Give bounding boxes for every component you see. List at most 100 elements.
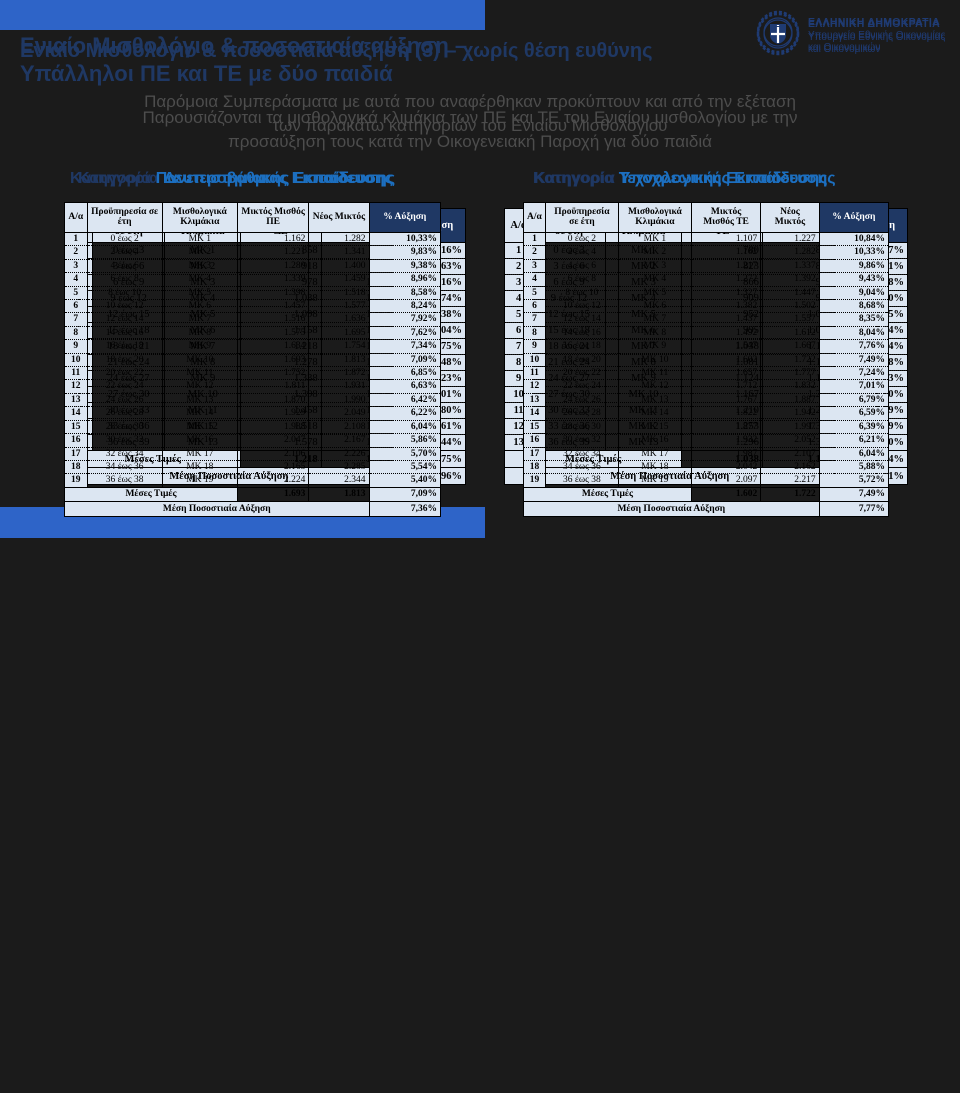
cell: 6,21% <box>818 433 890 448</box>
cell: 20 έως 22 <box>544 366 619 381</box>
cell: 18 <box>523 460 546 475</box>
mean-label: Μέση Ποσοστιαία Αύξηση <box>523 501 820 516</box>
cell: 1.217 <box>690 259 762 274</box>
cell: ΜΚ 1 <box>161 232 238 247</box>
cell: 5,40% <box>368 473 442 488</box>
cell: 5,54% <box>368 460 442 475</box>
cell: ΜΚ 11 <box>617 366 692 381</box>
subtitle: Παρουσιάζονται τα μισθολογικά κλιμάκια τ… <box>142 107 798 127</box>
data-row: 12 22 έως 24 ΜΚ 12 1.811 1.931 6,63% <box>64 379 442 394</box>
cell: 8 έως 10 <box>544 286 619 301</box>
cell: 5,86% <box>368 433 442 448</box>
cell: ΜΚ 15 <box>161 420 238 435</box>
cell: 15 <box>64 420 88 435</box>
cell: 1.636 <box>308 312 370 327</box>
data-row: 8 14 έως 16 ΜΚ 8 1.575 1.695 7,62% <box>64 326 442 341</box>
cell: 1.767 <box>690 393 762 408</box>
cell: 20 έως 22 <box>86 366 163 381</box>
cell: 17 <box>523 447 546 461</box>
cell: 32 έως 34 <box>86 447 163 461</box>
cell: 1.339 <box>236 272 310 287</box>
cell: ΜΚ 7 <box>617 312 692 327</box>
cell: 1.811 <box>236 379 310 394</box>
average-value: 7,09% <box>368 486 442 503</box>
cell: 6,04% <box>368 420 442 435</box>
org-name: ΕΛΛΗΝΙΚΗ ΔΗΜΟΚΡΑΤΙΑ <box>808 18 940 30</box>
cell: ΜΚ 18 <box>617 460 692 475</box>
cell: 8 <box>64 326 88 341</box>
cell: 2.224 <box>236 473 310 488</box>
cell: 36 έως 38 <box>86 473 163 488</box>
cell: ΜΚ 5 <box>161 286 238 301</box>
data-row: 17 32 έως 34 ΜΚ 17 1.987 2.107 6,04% <box>523 447 890 461</box>
cell: ΜΚ 18 <box>161 460 238 475</box>
data-row: 9 16 έως 18 ΜΚ 9 1.547 1.667 7,76% <box>523 339 890 354</box>
data-row: 18 34 έως 36 ΜΚ 18 2.165 2.285 5,54% <box>64 460 442 475</box>
caption-highlight: Πανεπιστημιακής Εκπαίδευσης <box>155 170 396 187</box>
cell: 16 <box>523 433 546 448</box>
cell: ΜΚ 14 <box>161 406 238 421</box>
cell: 1.754 <box>308 339 370 354</box>
cell: 2 <box>64 245 88 260</box>
data-row: 17 32 έως 34 ΜΚ 17 2.106 2.226 5,70% <box>64 447 442 461</box>
cell: 1.547 <box>690 339 762 354</box>
average-value: 1.602 <box>690 486 762 503</box>
data-row: 13 24 έως 26 ΜΚ 13 1.870 1.990 6,42% <box>64 393 442 408</box>
subtitle: των παρακάτω κατηγοριών του Ενιαίου Μισθ… <box>272 115 668 135</box>
cell: 2.052 <box>760 433 820 448</box>
data-row: 8 14 έως 16 ΜΚ 8 1.492 1.612 8,04% <box>523 326 890 341</box>
header-cell: Μικτός Μισθός ΤΕ <box>690 202 762 233</box>
cell: 6 έως 8 <box>86 272 163 287</box>
emblem-cross <box>771 27 785 43</box>
cell: ΜΚ 2 <box>617 245 692 260</box>
cell: 1.602 <box>690 353 762 368</box>
cell: 16 <box>64 433 88 448</box>
cell: 30 έως 32 <box>86 433 163 448</box>
data-row: 16 30 έως 32 ΜΚ 16 1.932 2.052 6,21% <box>523 433 890 448</box>
cell: 4 έως 6 <box>86 259 163 274</box>
cell: 24 έως 26 <box>86 393 163 408</box>
cell: 1.221 <box>236 245 310 260</box>
cell: 1.327 <box>690 286 762 301</box>
cell: 30 έως 32 <box>544 433 619 448</box>
cell: 14 έως 16 <box>86 326 163 341</box>
cell: 1.227 <box>760 232 820 247</box>
cell: 6,85% <box>368 366 442 381</box>
cell: 1.341 <box>308 245 370 260</box>
header-cell: Α/α <box>64 202 88 233</box>
cell: ΜΚ 9 <box>617 339 692 354</box>
cell: 1.990 <box>308 393 370 408</box>
cell: ΜΚ 4 <box>161 272 238 287</box>
cell: 34 έως 36 <box>86 460 163 475</box>
data-row: 16 30 έως 32 ΜΚ 16 2.047 2.167 5,86% <box>64 433 442 448</box>
cell: 8,58% <box>368 286 442 301</box>
cell: 10,84% <box>818 232 890 247</box>
cell: 2 <box>523 245 546 260</box>
cell: 1.712 <box>690 379 762 394</box>
cell: 12 <box>64 379 88 394</box>
cell: 7,76% <box>818 339 890 354</box>
data-row: 7 12 έως 14 ΜΚ 7 1.516 1.636 7,92% <box>64 312 442 327</box>
cell: 1.822 <box>690 406 762 421</box>
cell: 1.693 <box>236 353 310 368</box>
cell: 10 <box>64 353 88 368</box>
emblem <box>756 12 800 56</box>
data-row: 10 18 έως 20 ΜΚ 10 1.693 1.813 7,09% <box>64 353 442 368</box>
cell: 22 έως 24 <box>544 379 619 394</box>
cell: 14 <box>523 406 546 421</box>
header-cell: Προϋπηρεσία σε έτη <box>86 202 163 233</box>
cell: ΜΚ 13 <box>617 393 692 408</box>
cell: ΜΚ 12 <box>617 379 692 394</box>
cell: ΜΚ 19 <box>161 473 238 488</box>
cell: 1.929 <box>236 406 310 421</box>
cell: ΜΚ 7 <box>161 312 238 327</box>
cell: 1.931 <box>308 379 370 394</box>
cell: 1.400 <box>308 259 370 274</box>
cell: 6,22% <box>368 406 442 421</box>
